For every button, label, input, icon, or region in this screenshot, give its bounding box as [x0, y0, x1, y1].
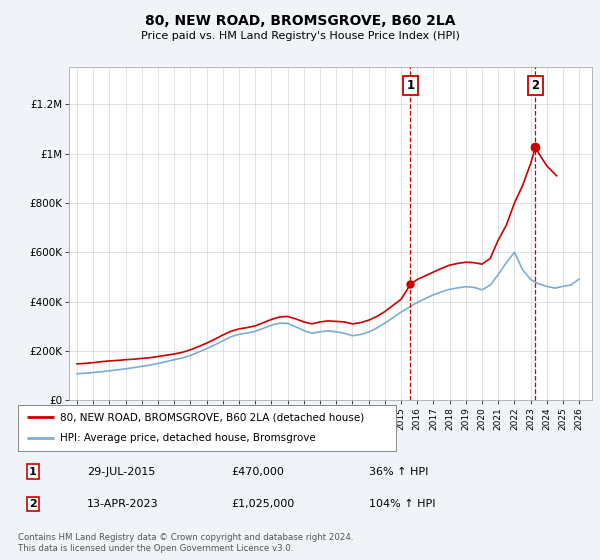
Text: £1,025,000: £1,025,000 — [231, 499, 294, 509]
Text: HPI: Average price, detached house, Bromsgrove: HPI: Average price, detached house, Brom… — [59, 433, 316, 444]
Text: 13-APR-2023: 13-APR-2023 — [87, 499, 158, 509]
Text: 80, NEW ROAD, BROMSGROVE, B60 2LA (detached house): 80, NEW ROAD, BROMSGROVE, B60 2LA (detac… — [59, 412, 364, 422]
Text: Price paid vs. HM Land Registry's House Price Index (HPI): Price paid vs. HM Land Registry's House … — [140, 31, 460, 41]
Text: 36% ↑ HPI: 36% ↑ HPI — [369, 466, 428, 477]
Text: 1: 1 — [406, 79, 415, 92]
Text: £470,000: £470,000 — [231, 466, 284, 477]
Text: 2: 2 — [531, 79, 539, 92]
Text: 2: 2 — [29, 499, 37, 509]
Text: Contains HM Land Registry data © Crown copyright and database right 2024.
This d: Contains HM Land Registry data © Crown c… — [18, 533, 353, 553]
Text: 104% ↑ HPI: 104% ↑ HPI — [369, 499, 436, 509]
Text: 1: 1 — [29, 466, 37, 477]
Text: 29-JUL-2015: 29-JUL-2015 — [87, 466, 155, 477]
Text: 80, NEW ROAD, BROMSGROVE, B60 2LA: 80, NEW ROAD, BROMSGROVE, B60 2LA — [145, 14, 455, 28]
